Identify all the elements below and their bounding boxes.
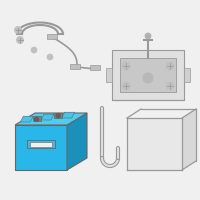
Circle shape (35, 117, 39, 121)
Bar (30, 142, 52, 147)
Bar (90, 65, 100, 70)
Polygon shape (54, 113, 62, 118)
Circle shape (14, 26, 22, 33)
Circle shape (31, 47, 37, 53)
Circle shape (143, 73, 153, 83)
Bar (112, 50, 184, 100)
Circle shape (47, 54, 53, 60)
Polygon shape (127, 118, 182, 170)
Polygon shape (20, 116, 33, 122)
Circle shape (166, 82, 174, 90)
Polygon shape (41, 114, 54, 120)
Circle shape (122, 62, 130, 70)
Circle shape (166, 62, 174, 70)
Circle shape (122, 82, 130, 90)
Bar (106, 68, 112, 82)
Polygon shape (15, 113, 87, 125)
Circle shape (56, 114, 60, 118)
Polygon shape (67, 113, 87, 170)
Bar (184, 68, 190, 82)
Circle shape (145, 33, 151, 39)
Bar (70, 64, 80, 69)
Polygon shape (62, 112, 75, 118)
Polygon shape (182, 109, 196, 170)
Polygon shape (15, 125, 67, 170)
Circle shape (16, 36, 24, 44)
Bar (120, 58, 176, 92)
Bar (27, 140, 55, 148)
Polygon shape (33, 116, 41, 121)
Bar (47, 34, 57, 39)
